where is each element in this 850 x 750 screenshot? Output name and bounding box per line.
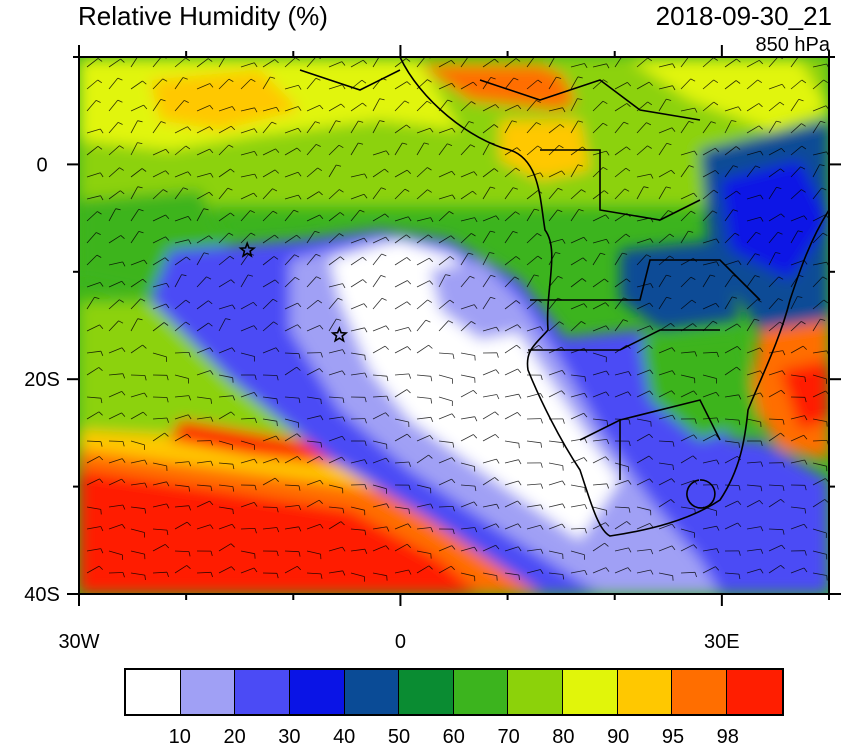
colorbar-label: 90: [607, 726, 630, 748]
star-marker: [330, 325, 349, 343]
star-marker: [238, 241, 257, 258]
axis-ticks: [67, 45, 841, 606]
x-tick-label: 30E: [704, 631, 740, 653]
colorbar-swatch: [563, 670, 618, 714]
colorbar-swatch: [727, 670, 782, 714]
y-tick-label: 40S: [24, 584, 60, 606]
colorbar-label: 20: [223, 726, 246, 748]
x-tick-label: 30W: [58, 631, 99, 653]
colorbar-label: 40: [333, 726, 356, 748]
x-tick-label: 0: [395, 631, 406, 653]
colorbar: [124, 668, 784, 716]
colorbar-swatch: [289, 670, 345, 714]
colorbar-label: 60: [442, 726, 465, 748]
colorbar-swatch: [508, 670, 564, 714]
humidity-field: [79, 57, 829, 594]
map-frame: [78, 56, 830, 595]
map-title: Relative Humidity (%): [78, 1, 328, 31]
colorbar-label: 10: [168, 726, 191, 748]
colorbar-swatch: [399, 670, 454, 714]
y-tick-label: 0: [36, 154, 47, 176]
humidity-map: 30W 0 30E 0 20S 40S: [24, 45, 841, 653]
colorbar-swatch: [672, 670, 728, 714]
colorbar-label: 95: [661, 726, 685, 748]
colorbar-label: 30: [278, 726, 301, 748]
colorbar-swatch: [235, 670, 290, 714]
colorbar-label: 80: [552, 726, 575, 748]
valid-time: 2018-09-30_21: [655, 1, 832, 31]
axis-tick-labels: 30W 0 30E 0 20S 40S: [24, 154, 739, 653]
colorbar-swatch: [453, 670, 509, 714]
y-tick-label: 20S: [24, 369, 60, 391]
colorbar-label: 98: [716, 726, 739, 748]
colorbar-swatch: [344, 670, 400, 714]
station-markers: [238, 241, 349, 343]
colorbar-label: 50: [387, 726, 411, 748]
colorbar-label: 70: [497, 726, 520, 748]
colorbar-labels: 10 20 30 40 50 60 70 80 90 95 98: [0, 726, 850, 750]
pressure-level: 850 hPa: [755, 34, 830, 56]
colorbar-swatch: [126, 670, 181, 714]
colorbar-swatch: [617, 670, 673, 714]
colorbar-swatch: [180, 670, 236, 714]
